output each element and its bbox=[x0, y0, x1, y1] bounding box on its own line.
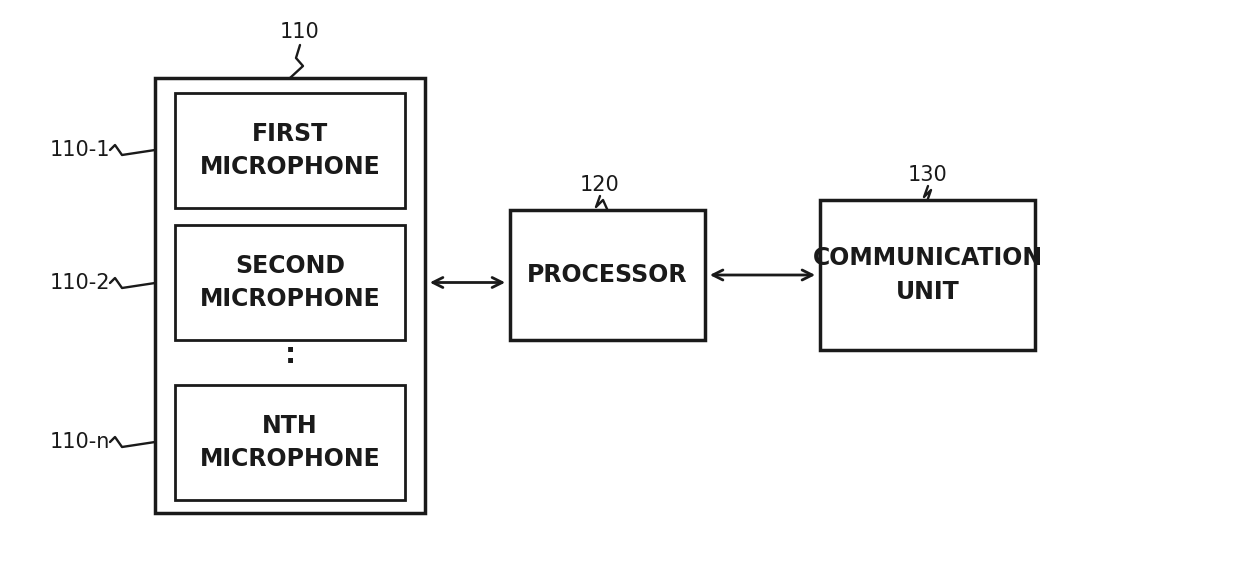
Text: PROCESSOR: PROCESSOR bbox=[527, 263, 688, 287]
Bar bbox=[820, 200, 1035, 350]
Bar bbox=[175, 225, 405, 340]
Bar bbox=[175, 385, 405, 500]
Text: SECOND
MICROPHONE: SECOND MICROPHONE bbox=[200, 254, 381, 311]
Text: 110-n: 110-n bbox=[50, 432, 110, 452]
Text: NTH
MICROPHONE: NTH MICROPHONE bbox=[200, 414, 381, 471]
Text: 110: 110 bbox=[280, 22, 320, 42]
Text: 110-2: 110-2 bbox=[50, 273, 110, 293]
Text: 110-1: 110-1 bbox=[50, 140, 110, 160]
Text: 130: 130 bbox=[908, 165, 947, 185]
Text: 120: 120 bbox=[580, 175, 620, 195]
Text: COMMUNICATION
UNIT: COMMUNICATION UNIT bbox=[812, 247, 1043, 304]
Bar bbox=[510, 210, 706, 340]
Bar bbox=[175, 93, 405, 208]
Bar bbox=[155, 78, 425, 513]
Text: :: : bbox=[284, 341, 295, 369]
Text: FIRST
MICROPHONE: FIRST MICROPHONE bbox=[200, 122, 381, 179]
